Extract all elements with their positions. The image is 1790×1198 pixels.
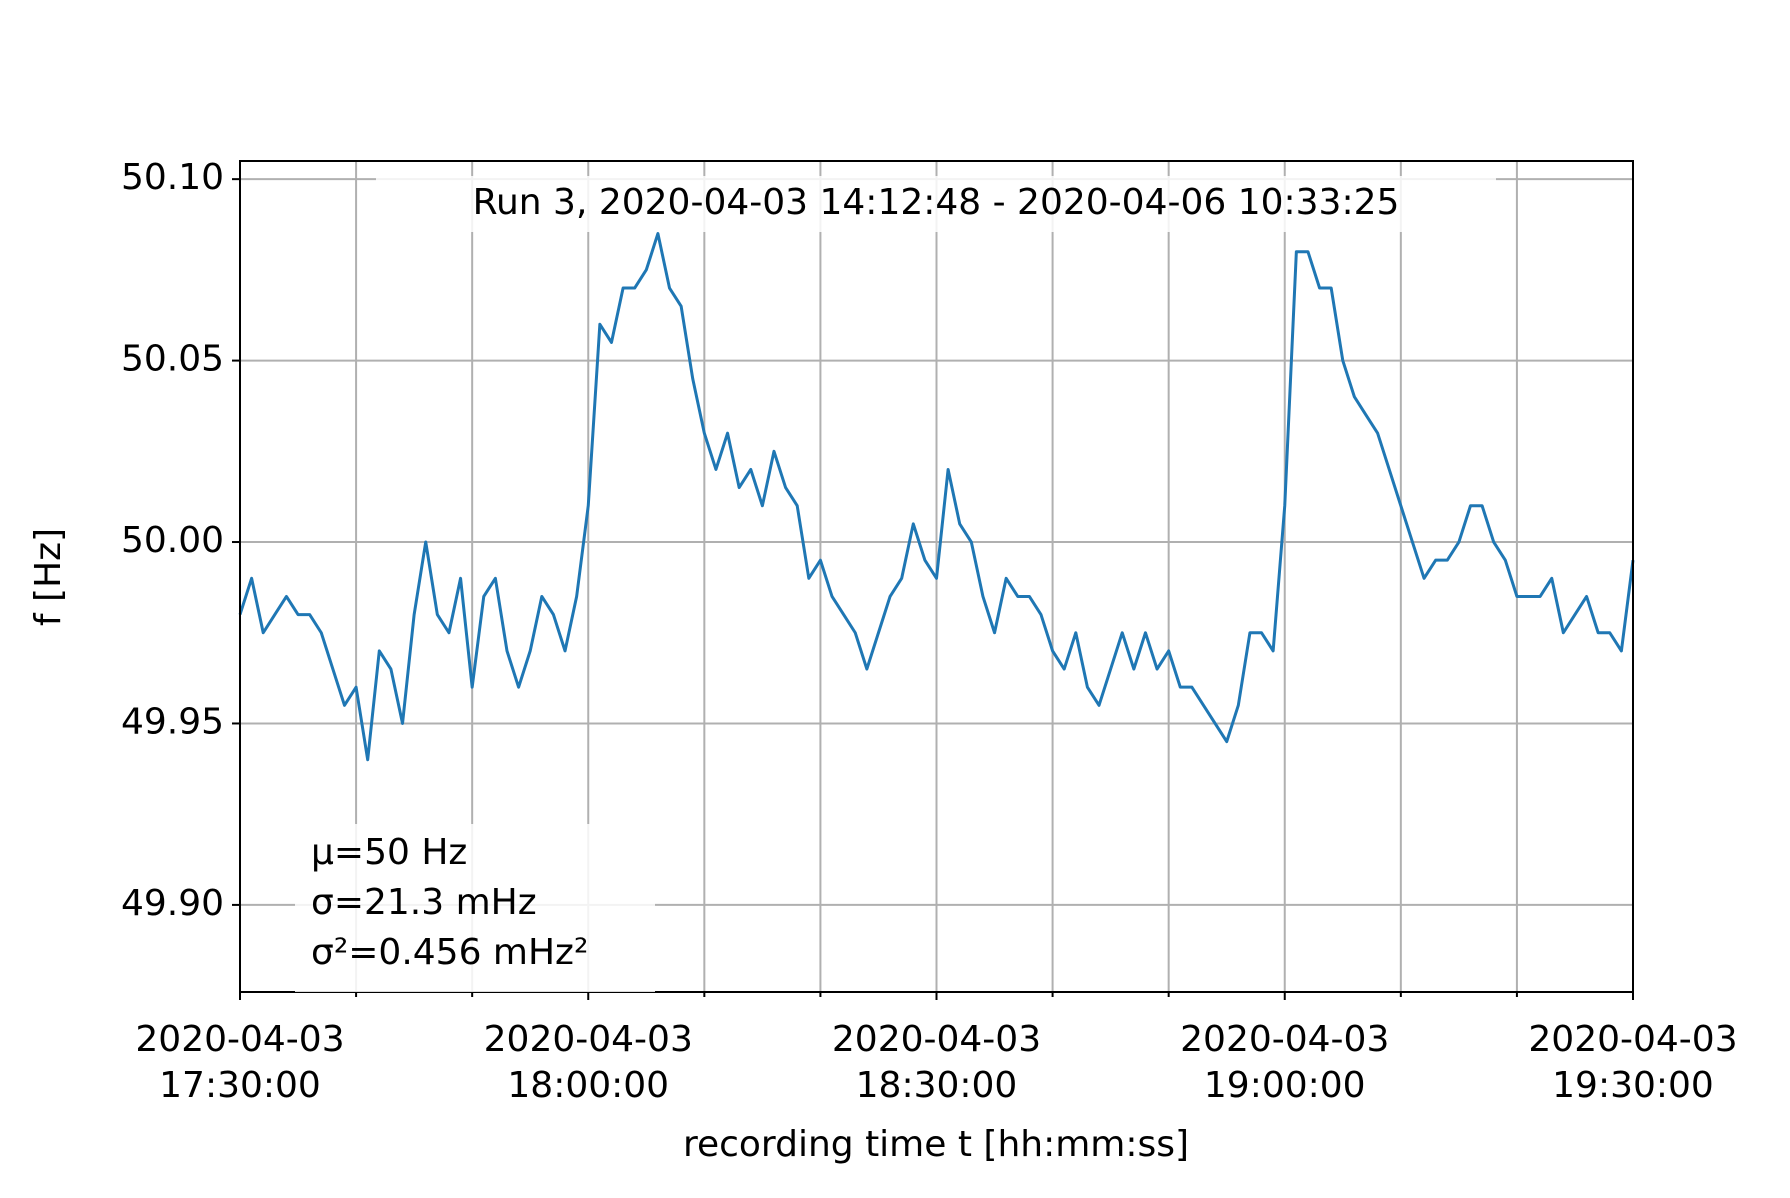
y-tick-label: 50.00 [121,520,224,561]
chart-title: Run 3, 2020-04-03 14:12:48 - 2020-04-06 … [473,182,1400,223]
data-line [238,232,1635,762]
annotation: μ=50 Hz [311,832,467,873]
x-tick-label: 2020-04-03 18:30:00 [832,1019,1041,1106]
x-tick-label: 2020-04-03 18:00:00 [484,1019,693,1106]
y-axis-label: f [Hz] [28,528,69,626]
title-box [376,176,1496,232]
x-tick-label: 2020-04-03 19:30:00 [1528,1019,1737,1106]
y-tick-label: 49.90 [121,883,224,924]
x-tick-label: 2020-04-03 17:30:00 [135,1019,344,1106]
x-tick-label: 2020-04-03 19:00:00 [1180,1019,1389,1106]
annotation: σ²=0.456 mHz² [311,932,588,973]
annotation: σ=21.3 mHz [311,882,537,923]
y-tick-label: 50.10 [121,157,224,198]
x-axis-label: recording time t [hh:mm:ss] [683,1124,1189,1165]
annotation-box [295,824,655,992]
y-tick-label: 50.05 [121,339,224,380]
y-tick-label: 49.95 [121,701,224,742]
